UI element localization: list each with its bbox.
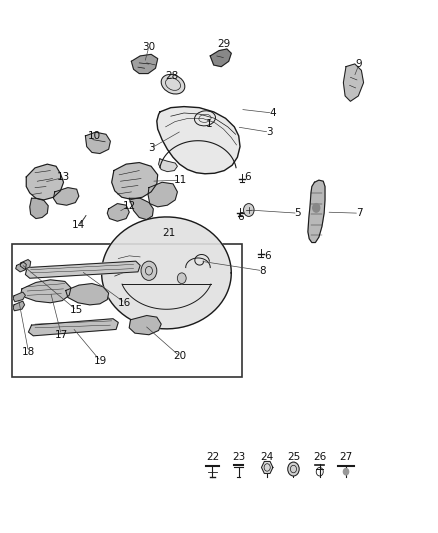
FancyBboxPatch shape	[12, 244, 242, 377]
Text: 30: 30	[142, 42, 155, 52]
Polygon shape	[85, 132, 110, 154]
Polygon shape	[28, 319, 118, 336]
Polygon shape	[66, 284, 109, 305]
Text: 8: 8	[259, 266, 266, 276]
Text: 3: 3	[148, 143, 155, 153]
Text: 17: 17	[55, 330, 68, 340]
Text: 14: 14	[72, 221, 85, 230]
Polygon shape	[16, 262, 26, 272]
Polygon shape	[343, 64, 364, 101]
Circle shape	[343, 469, 349, 475]
Text: 4: 4	[269, 108, 276, 118]
Polygon shape	[308, 180, 325, 243]
Text: 16: 16	[118, 298, 131, 308]
Text: 15: 15	[70, 305, 83, 315]
Text: 3: 3	[266, 127, 273, 137]
Text: 20: 20	[173, 351, 186, 361]
Text: 29: 29	[217, 39, 230, 49]
Text: 1: 1	[206, 119, 213, 128]
Polygon shape	[129, 316, 161, 335]
Text: 5: 5	[294, 208, 301, 218]
Circle shape	[141, 261, 157, 280]
Text: 27: 27	[339, 453, 353, 462]
Text: 13: 13	[57, 173, 70, 182]
Text: 6: 6	[264, 251, 271, 261]
Text: 22: 22	[206, 453, 219, 462]
Polygon shape	[261, 462, 273, 473]
Polygon shape	[131, 54, 158, 74]
Polygon shape	[112, 163, 158, 199]
Text: 6: 6	[244, 172, 251, 182]
Circle shape	[288, 462, 299, 476]
Polygon shape	[13, 301, 25, 311]
Text: 21: 21	[162, 229, 175, 238]
Polygon shape	[148, 182, 177, 207]
Text: 12: 12	[123, 201, 136, 211]
Ellipse shape	[161, 75, 185, 94]
Polygon shape	[102, 217, 231, 329]
Polygon shape	[30, 198, 48, 219]
Polygon shape	[107, 204, 129, 221]
Text: 6: 6	[237, 213, 244, 222]
Text: 26: 26	[313, 453, 326, 462]
Text: 25: 25	[287, 453, 300, 462]
Polygon shape	[21, 280, 71, 303]
Text: 18: 18	[22, 347, 35, 357]
Text: 9: 9	[356, 59, 363, 69]
Text: 11: 11	[174, 175, 187, 185]
Polygon shape	[53, 188, 79, 205]
Circle shape	[177, 273, 186, 284]
Polygon shape	[20, 260, 31, 269]
Polygon shape	[210, 49, 231, 67]
Polygon shape	[159, 159, 177, 172]
Circle shape	[244, 204, 254, 216]
Text: 23: 23	[232, 453, 245, 462]
Text: 7: 7	[356, 208, 363, 218]
Circle shape	[313, 204, 320, 212]
Polygon shape	[129, 198, 153, 220]
Polygon shape	[26, 164, 64, 200]
Text: 10: 10	[88, 131, 101, 141]
Text: 19: 19	[94, 357, 107, 366]
Ellipse shape	[194, 111, 215, 126]
Polygon shape	[157, 107, 240, 174]
Text: 28: 28	[165, 71, 178, 80]
Text: 24: 24	[261, 453, 274, 462]
Polygon shape	[25, 261, 140, 278]
Polygon shape	[13, 292, 25, 302]
